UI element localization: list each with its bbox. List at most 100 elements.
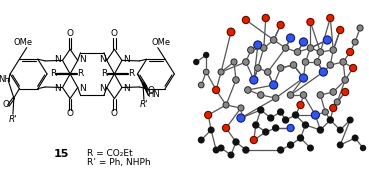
Circle shape bbox=[242, 16, 249, 23]
Text: R': R' bbox=[8, 115, 17, 124]
Circle shape bbox=[302, 59, 308, 65]
Circle shape bbox=[300, 92, 307, 98]
Circle shape bbox=[347, 117, 353, 123]
Circle shape bbox=[342, 89, 349, 96]
Circle shape bbox=[277, 109, 284, 115]
Circle shape bbox=[245, 87, 251, 93]
Circle shape bbox=[323, 36, 331, 44]
Text: R: R bbox=[101, 70, 107, 78]
Circle shape bbox=[238, 105, 244, 111]
Circle shape bbox=[265, 69, 271, 75]
Circle shape bbox=[250, 76, 258, 84]
Circle shape bbox=[352, 39, 358, 45]
Circle shape bbox=[297, 135, 303, 141]
Text: N: N bbox=[79, 84, 86, 93]
Circle shape bbox=[346, 48, 354, 55]
Text: R = CO₂Et: R = CO₂Et bbox=[87, 149, 132, 158]
Circle shape bbox=[258, 107, 264, 113]
Circle shape bbox=[254, 41, 262, 49]
Circle shape bbox=[350, 64, 356, 72]
Circle shape bbox=[261, 45, 267, 51]
Text: R: R bbox=[77, 70, 83, 78]
Circle shape bbox=[248, 47, 254, 53]
Text: O: O bbox=[67, 109, 73, 118]
Circle shape bbox=[337, 127, 343, 133]
Circle shape bbox=[300, 74, 307, 82]
Circle shape bbox=[237, 114, 245, 122]
Text: R': R' bbox=[139, 100, 148, 109]
Circle shape bbox=[262, 14, 269, 21]
Circle shape bbox=[213, 87, 220, 94]
Circle shape bbox=[194, 59, 199, 64]
Text: OMe: OMe bbox=[152, 38, 171, 47]
Circle shape bbox=[233, 77, 239, 83]
Circle shape bbox=[287, 142, 294, 148]
Circle shape bbox=[307, 19, 314, 26]
Circle shape bbox=[233, 139, 239, 145]
Circle shape bbox=[294, 49, 301, 55]
Circle shape bbox=[228, 152, 234, 158]
Circle shape bbox=[283, 117, 289, 123]
Circle shape bbox=[293, 112, 299, 118]
Circle shape bbox=[334, 99, 340, 105]
Text: HN: HN bbox=[147, 90, 159, 99]
Circle shape bbox=[357, 25, 363, 31]
Circle shape bbox=[251, 137, 257, 143]
Circle shape bbox=[327, 117, 333, 123]
Text: O: O bbox=[111, 109, 118, 118]
Circle shape bbox=[203, 69, 209, 75]
Circle shape bbox=[277, 65, 284, 71]
Text: R: R bbox=[51, 70, 56, 78]
Text: O: O bbox=[148, 86, 155, 95]
Text: R’ = Ph, NHPh: R’ = Ph, NHPh bbox=[87, 158, 150, 167]
Circle shape bbox=[330, 105, 337, 112]
Circle shape bbox=[199, 137, 204, 143]
Circle shape bbox=[308, 145, 313, 151]
Circle shape bbox=[337, 27, 344, 33]
Circle shape bbox=[319, 68, 327, 76]
Circle shape bbox=[253, 122, 259, 128]
Circle shape bbox=[273, 125, 279, 131]
Circle shape bbox=[340, 59, 346, 65]
Circle shape bbox=[205, 112, 212, 118]
Circle shape bbox=[327, 62, 334, 68]
Circle shape bbox=[282, 45, 289, 51]
Circle shape bbox=[303, 122, 308, 128]
Circle shape bbox=[277, 147, 284, 153]
Circle shape bbox=[227, 28, 235, 36]
Text: O: O bbox=[67, 30, 73, 38]
Circle shape bbox=[243, 59, 249, 65]
Circle shape bbox=[258, 92, 264, 98]
Circle shape bbox=[255, 65, 261, 71]
Circle shape bbox=[323, 109, 328, 115]
Text: O: O bbox=[111, 30, 118, 38]
Text: O: O bbox=[2, 100, 9, 109]
Text: R: R bbox=[128, 70, 134, 78]
Circle shape bbox=[317, 127, 323, 133]
Circle shape bbox=[307, 45, 314, 51]
Text: N: N bbox=[99, 84, 106, 93]
Circle shape bbox=[330, 89, 337, 95]
Circle shape bbox=[204, 53, 209, 57]
Text: 15: 15 bbox=[53, 149, 69, 159]
Circle shape bbox=[317, 49, 324, 55]
Text: N: N bbox=[55, 55, 61, 64]
Circle shape bbox=[223, 124, 230, 132]
Circle shape bbox=[297, 101, 304, 108]
Circle shape bbox=[330, 47, 337, 53]
Circle shape bbox=[208, 127, 214, 133]
Circle shape bbox=[218, 145, 224, 151]
Circle shape bbox=[361, 146, 366, 150]
Circle shape bbox=[213, 147, 219, 153]
Circle shape bbox=[327, 14, 334, 21]
Text: OMe: OMe bbox=[14, 38, 32, 47]
Circle shape bbox=[270, 37, 277, 43]
Circle shape bbox=[337, 142, 343, 148]
Circle shape bbox=[263, 129, 269, 135]
Circle shape bbox=[199, 82, 204, 88]
Text: N: N bbox=[123, 84, 130, 93]
Circle shape bbox=[290, 62, 297, 68]
Circle shape bbox=[300, 38, 307, 46]
Circle shape bbox=[270, 81, 278, 89]
Circle shape bbox=[342, 77, 348, 83]
